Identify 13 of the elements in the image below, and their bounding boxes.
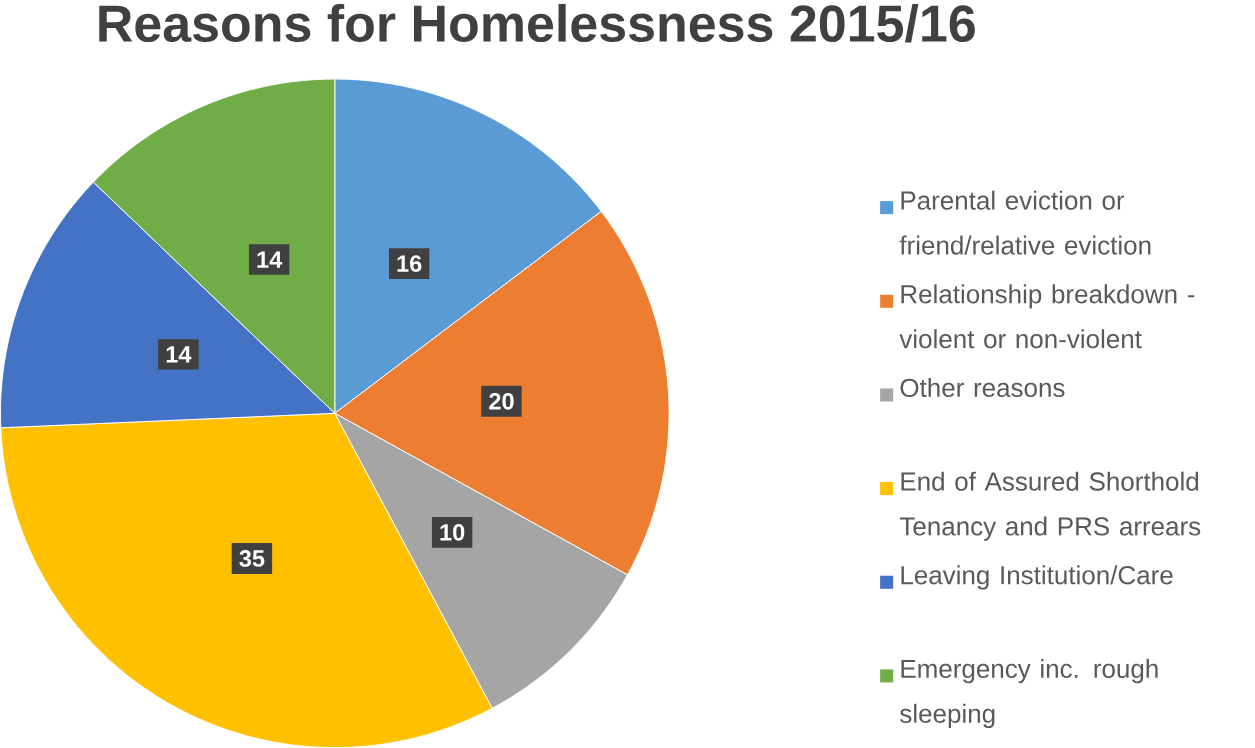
legend-label: Emergency inc. rough sleeping: [900, 658, 1158, 729]
data-label: 14: [166, 346, 192, 363]
legend-label: Parental eviction or friend/relative eviction: [899, 190, 1151, 255]
data-label: 10: [440, 523, 465, 541]
legend-label: Relationship breakdown - violent or non-violent: [899, 284, 1195, 349]
data-label: 16: [397, 255, 422, 272]
legend-label: Leaving Institution/Care: [901, 565, 1173, 590]
data-label: 20: [489, 392, 514, 410]
legend-label: Other reasons: [900, 377, 1065, 398]
chart-title: Reasons for Homelessness 2015/16: [99, 3, 975, 43]
data-label: 35: [239, 550, 265, 567]
data-label: 14: [257, 251, 283, 268]
legend-label: End of Assured Shorthold Tenancy and PRS arrears: [899, 471, 1201, 541]
